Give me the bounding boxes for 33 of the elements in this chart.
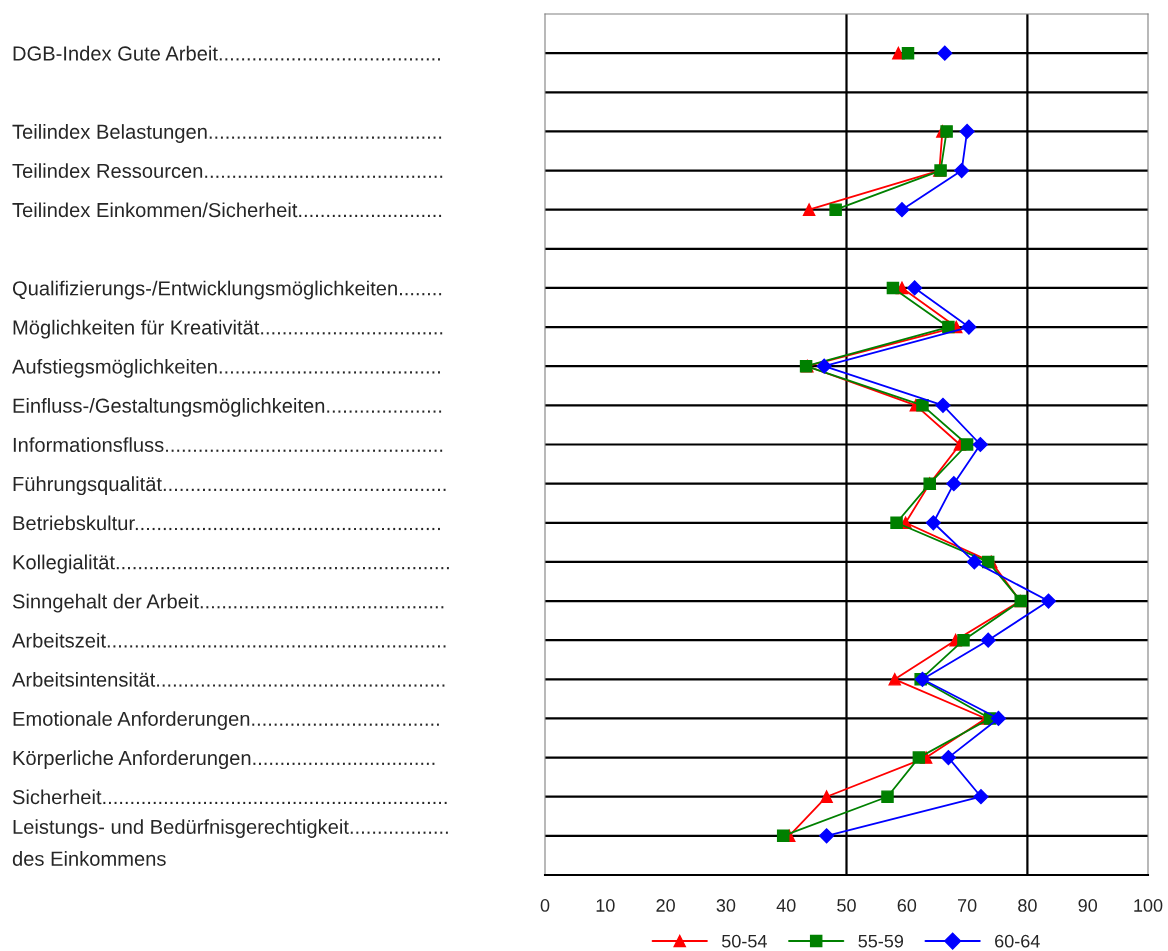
y-tick-label: Sicherheit.............................................................. xyxy=(12,789,447,805)
y-tick-label: Teilindex Einkommen/Sicherheit.......................... xyxy=(12,202,442,218)
y-tick-label: Führungsqualität................................................... xyxy=(13,476,446,496)
y-tick-label: Arbeitszeit............................................................. xyxy=(12,632,446,648)
y-tick-label: Teilindex Belastungen.......................................... xyxy=(12,124,442,143)
y-tick-label: Leistungs- und Bedürfnisgerechtigkeit.................. des Einkommens xyxy=(12,819,448,866)
x-tick-label: 10 xyxy=(596,899,615,912)
x-tick-label: 70 xyxy=(957,899,977,912)
legend-label: 50-54 xyxy=(721,934,767,948)
x-tick-label: 30 xyxy=(716,899,736,912)
y-tick-label: Körperliche Anforderungen................................. xyxy=(13,750,435,770)
x-tick-label: 60 xyxy=(897,899,917,912)
y-tick-label: Arbeitsintensität.................................................... xyxy=(12,672,445,687)
y-tick-label: Möglichkeiten für Kreativität................................. xyxy=(13,319,443,339)
x-tick-label: 80 xyxy=(1018,899,1037,912)
y-tick-label: DGB-Index Gute Arbeit........................................ xyxy=(13,45,440,61)
x-tick-label: 0 xyxy=(540,899,550,912)
y-tick-label: Kollegialität............................................................ xyxy=(13,554,449,574)
y-tick-label: Qualifizierungs-/Entwicklungsmöglichkeiten........ xyxy=(12,280,442,300)
x-tick-label: 50 xyxy=(837,899,856,912)
y-tick-label: Sinngehalt der Arbeit............................................ xyxy=(12,593,444,613)
y-tick-label: Emotionale Anforderungen.................................. xyxy=(13,711,439,730)
legend-label: 60-64 xyxy=(995,934,1040,948)
x-tick-label: 90 xyxy=(1078,899,1098,912)
y-tick-label: Teilindex Ressourcen........................................... xyxy=(12,163,443,179)
y-tick-label: Einfluss-/Gestaltungsmöglichkeiten..................... xyxy=(13,398,442,417)
x-tick-label: 100 xyxy=(1134,899,1163,912)
x-tick-label: 20 xyxy=(656,899,675,912)
legend-label: 55-59 xyxy=(858,934,904,948)
y-tick-label: Aufstiegsmöglichkeiten........................................ xyxy=(12,358,440,378)
x-tick-label: 40 xyxy=(776,899,796,912)
y-tick-label: Betriebskultur....................................................... xyxy=(13,515,440,531)
y-tick-label: Informationsfluss.................................................. xyxy=(13,437,443,452)
